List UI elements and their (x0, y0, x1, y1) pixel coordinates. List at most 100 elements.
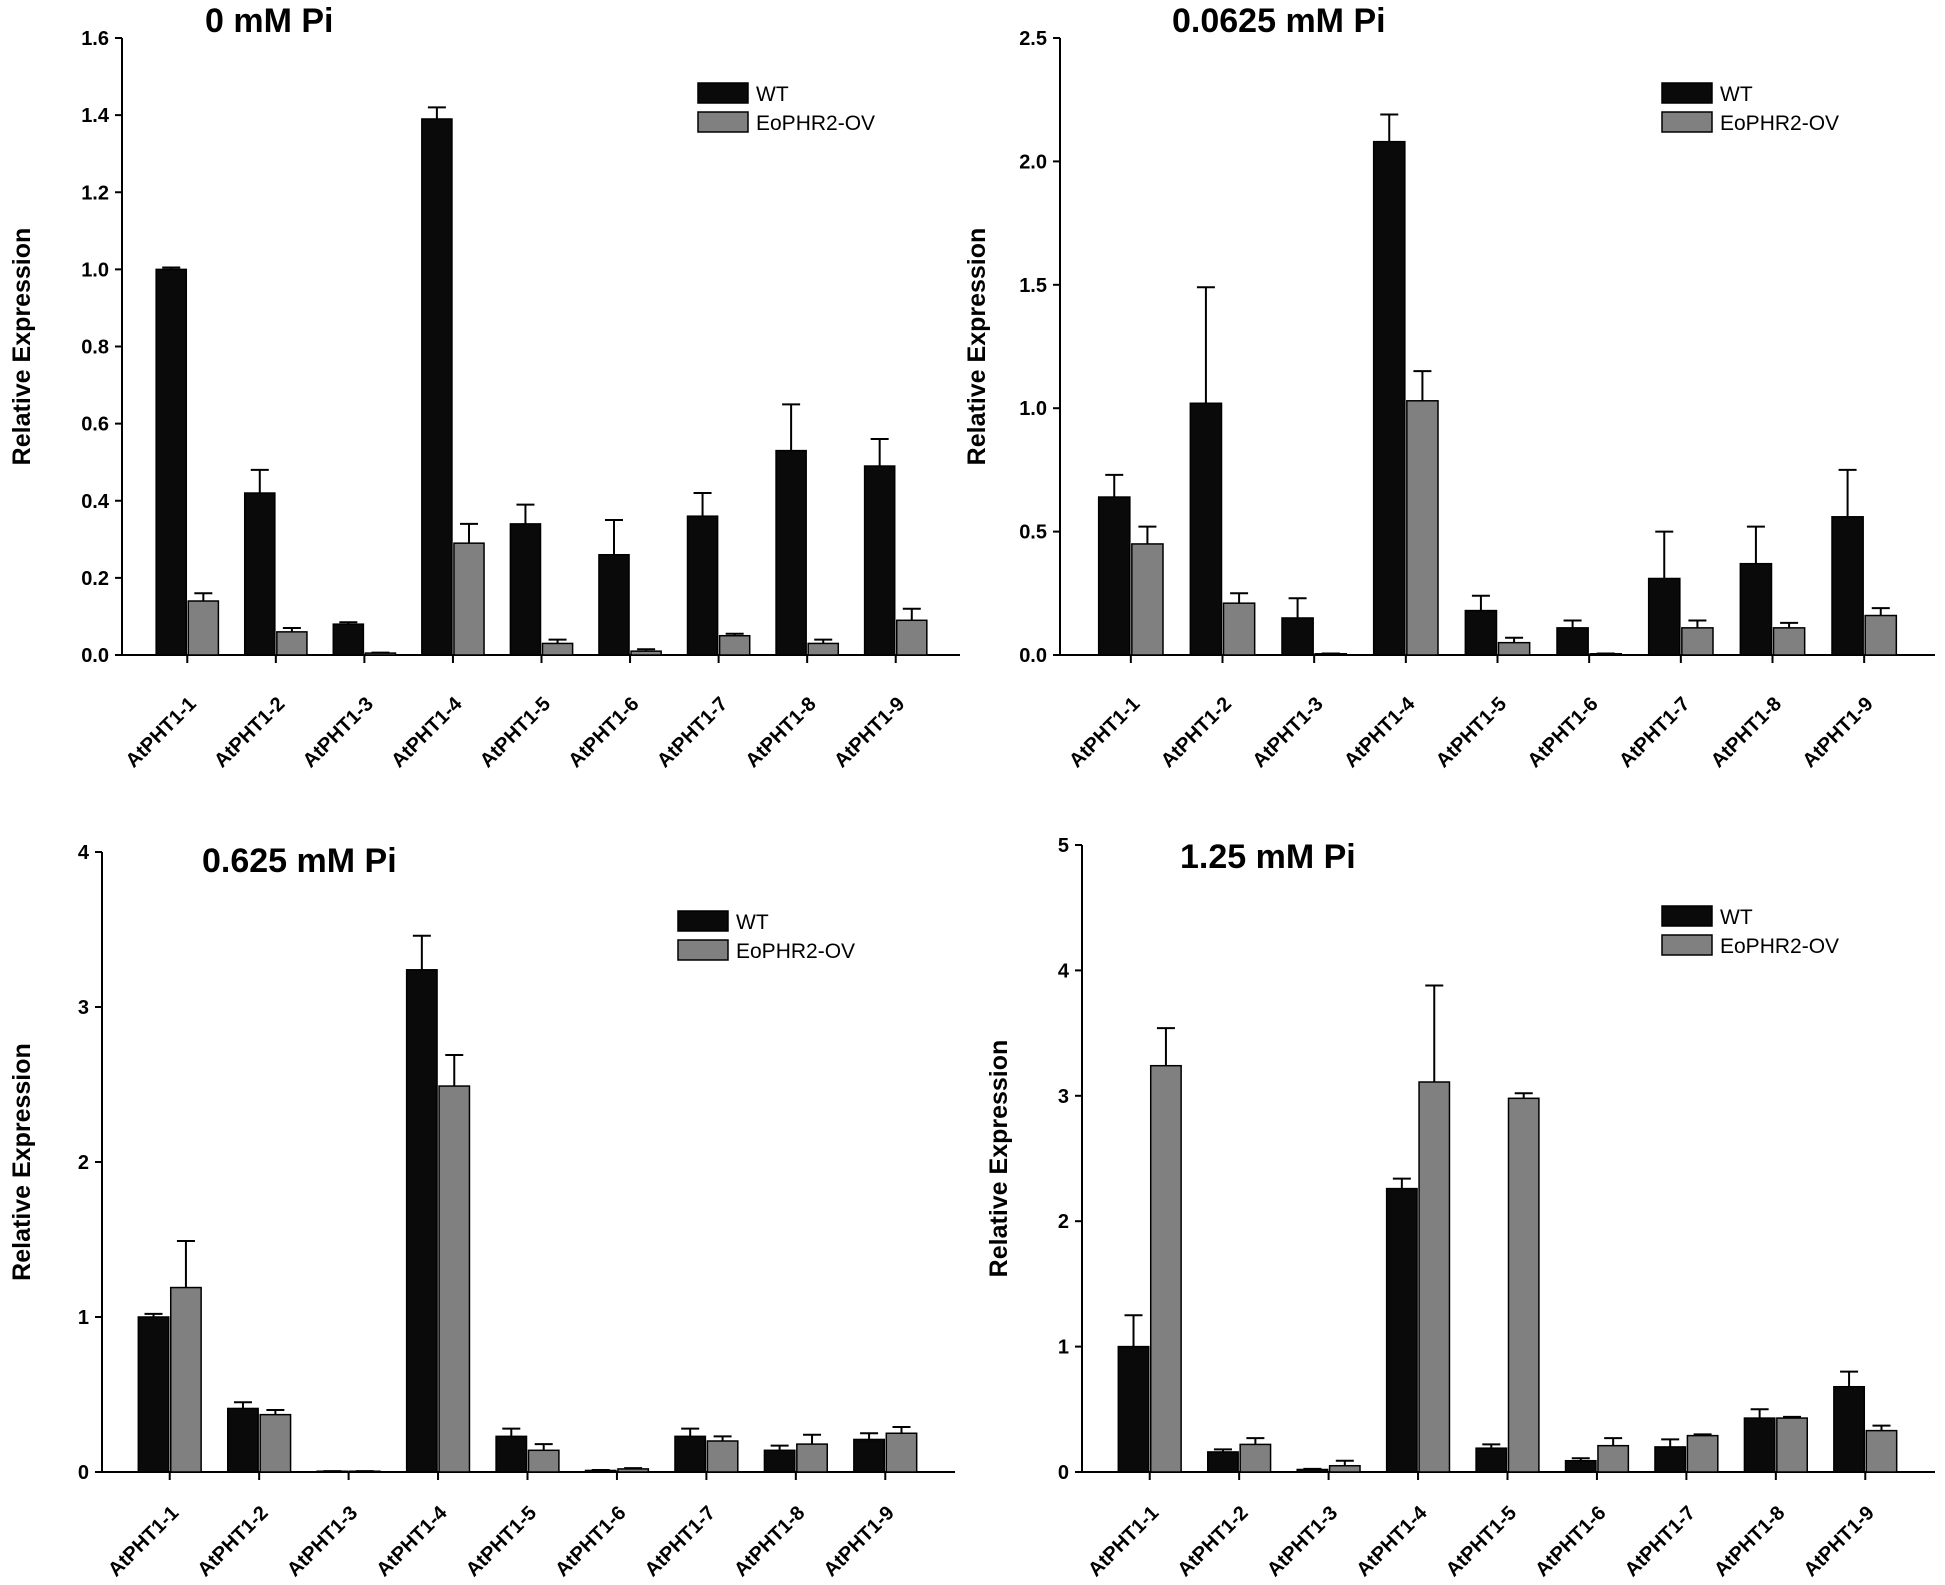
bar-wt (853, 1438, 886, 1473)
legend-swatch-wt (677, 910, 729, 932)
x-tick-label: AtPHT1-8 (730, 1502, 809, 1581)
x-tick-label: AtPHT1-9 (1798, 693, 1877, 772)
x-tick-label: AtPHT1-3 (283, 1502, 362, 1581)
bar-eophr2-ov (885, 1432, 918, 1473)
bar-eophr2-ov (1418, 1081, 1451, 1473)
bar-eophr2-ov (1864, 614, 1898, 656)
y-tick-label: 1 (78, 1307, 89, 1329)
x-tick-label: AtPHT1-3 (299, 693, 378, 772)
y-tick-label: 0.2 (81, 568, 109, 590)
bar-eophr2-ov (1865, 1429, 1898, 1473)
bar-wt (1281, 617, 1314, 656)
bar-wt (1739, 562, 1773, 656)
x-tick-label: AtPHT1-2 (193, 1502, 272, 1581)
bar-wt (598, 553, 630, 656)
bar-eophr2-ov (259, 1413, 292, 1473)
bar-eophr2-ov (438, 1085, 471, 1473)
bar-wt (1556, 627, 1589, 656)
chart-title: 1.25 mM Pi (1180, 838, 1356, 876)
y-tick-label: 1.0 (1019, 398, 1047, 420)
y-tick-label: 2.5 (1019, 28, 1047, 50)
bar-eophr2-ov (1222, 602, 1256, 656)
bar-wt (863, 465, 896, 656)
y-tick-label: 1.2 (81, 182, 109, 204)
x-tick-label: AtPHT1-6 (1523, 693, 1602, 772)
bar-wt (509, 523, 542, 656)
bar-wt (1097, 496, 1131, 656)
bar-wt (1189, 402, 1223, 656)
bar-eophr2-ov (1776, 1417, 1808, 1473)
bar-eophr2-ov (1239, 1443, 1272, 1473)
legend-label: EoPHR2-OV (1720, 935, 1839, 958)
y-tick-label: 1.4 (81, 105, 110, 127)
x-tick-label: AtPHT1-1 (1084, 1502, 1163, 1581)
x-tick-label: AtPHT1-6 (551, 1502, 630, 1581)
bar-eophr2-ov (169, 1286, 202, 1473)
x-tick-label: AtPHT1-6 (564, 693, 643, 772)
bar-eophr2-ov (527, 1449, 560, 1473)
chart-title: 0 mM Pi (205, 2, 333, 40)
bar-eophr2-ov (1686, 1434, 1719, 1473)
legend-swatch-eophr2-ov (697, 111, 749, 133)
bar-wt (674, 1435, 707, 1473)
legend-swatch-eophr2-ov (1661, 111, 1713, 133)
y-tick-label: 2 (78, 1152, 89, 1174)
legend-label: EoPHR2-OV (1720, 112, 1839, 135)
x-tick-label: AtPHT1-1 (1065, 693, 1144, 772)
bar-wt (1647, 577, 1681, 656)
legend-swatch-wt (697, 82, 749, 104)
bar-eophr2-ov (617, 1468, 650, 1473)
y-tick-label: 0.8 (81, 337, 109, 359)
y-tick-label: 4 (78, 842, 90, 864)
bar-wt (686, 515, 719, 656)
bar-eophr2-ov (1507, 1097, 1540, 1473)
x-tick-label: AtPHT1-2 (210, 693, 289, 772)
x-tick-label: AtPHT1-8 (1707, 693, 1786, 772)
x-tick-label: AtPHT1-5 (1442, 1502, 1521, 1581)
bar-wt (1117, 1345, 1150, 1473)
x-tick-label: AtPHT1-9 (830, 693, 909, 772)
bar-wt (1207, 1451, 1239, 1473)
legend-label: WT (1720, 83, 1753, 106)
legend-swatch-eophr2-ov (1661, 934, 1713, 956)
y-tick-label: 2.0 (1019, 151, 1047, 173)
bar-eophr2-ov (1131, 543, 1164, 656)
bar-eophr2-ov (1681, 627, 1714, 656)
x-tick-label: AtPHT1-1 (104, 1502, 183, 1581)
y-tick-label: 3 (1058, 1086, 1069, 1108)
bar-wt (1654, 1446, 1687, 1473)
x-tick-label: AtPHT1-3 (1263, 1502, 1342, 1581)
x-tick-label: AtPHT1-8 (1710, 1502, 1789, 1581)
legend-label: EoPHR2-OV (736, 940, 855, 963)
bar-wt (1833, 1385, 1866, 1473)
y-tick-label: 0 (78, 1462, 89, 1484)
bar-wt (763, 1449, 796, 1473)
bar-wt (155, 268, 188, 656)
chart-panel-0.0625mm: 0.0625 mM Pi Relative Expression 0.0 0.5 1.0… (963, 2, 1935, 772)
x-tick-label: AtPHT1-4 (372, 1501, 452, 1581)
chart-panel-0mm: 0 mM Pi Relative Expression 0.0 0.2 0.4 0.6 0.… (8, 2, 960, 772)
x-tick-label: AtPHT1-7 (1621, 1502, 1700, 1581)
x-tick-label: AtPHT1-8 (741, 693, 820, 772)
bar-wt (1385, 1187, 1418, 1473)
bar-eophr2-ov (276, 631, 308, 656)
y-axis-label: Relative Expression (8, 1043, 36, 1281)
y-tick-label: 0 (1058, 1462, 1069, 1484)
y-tick-label: 0.6 (81, 414, 109, 436)
bar-wt (137, 1316, 170, 1473)
bar-wt (1564, 1459, 1597, 1473)
bar-eophr2-ov (187, 600, 220, 656)
y-tick-label: 1 (1058, 1337, 1069, 1359)
x-tick-label: AtPHT1-2 (1157, 693, 1236, 772)
chart-title: 0.0625 mM Pi (1172, 2, 1386, 40)
y-tick-label: 1.5 (1019, 275, 1047, 297)
bar-eophr2-ov (1772, 627, 1806, 656)
chart-title: 0.625 mM Pi (202, 842, 397, 880)
x-tick-label: AtPHT1-9 (1800, 1502, 1879, 1581)
y-tick-label: 4 (1058, 960, 1070, 982)
x-tick-label: AtPHT1-7 (1615, 693, 1694, 772)
x-tick-label: AtPHT1-5 (476, 693, 555, 772)
chart-panel-1.25mm: 1.25 mM Pi Relative Expression 0 1 2 3 4 5 AtPHT… (985, 835, 1935, 1581)
y-tick-label: 1.6 (81, 28, 109, 50)
legend-swatch-wt (1661, 82, 1713, 104)
